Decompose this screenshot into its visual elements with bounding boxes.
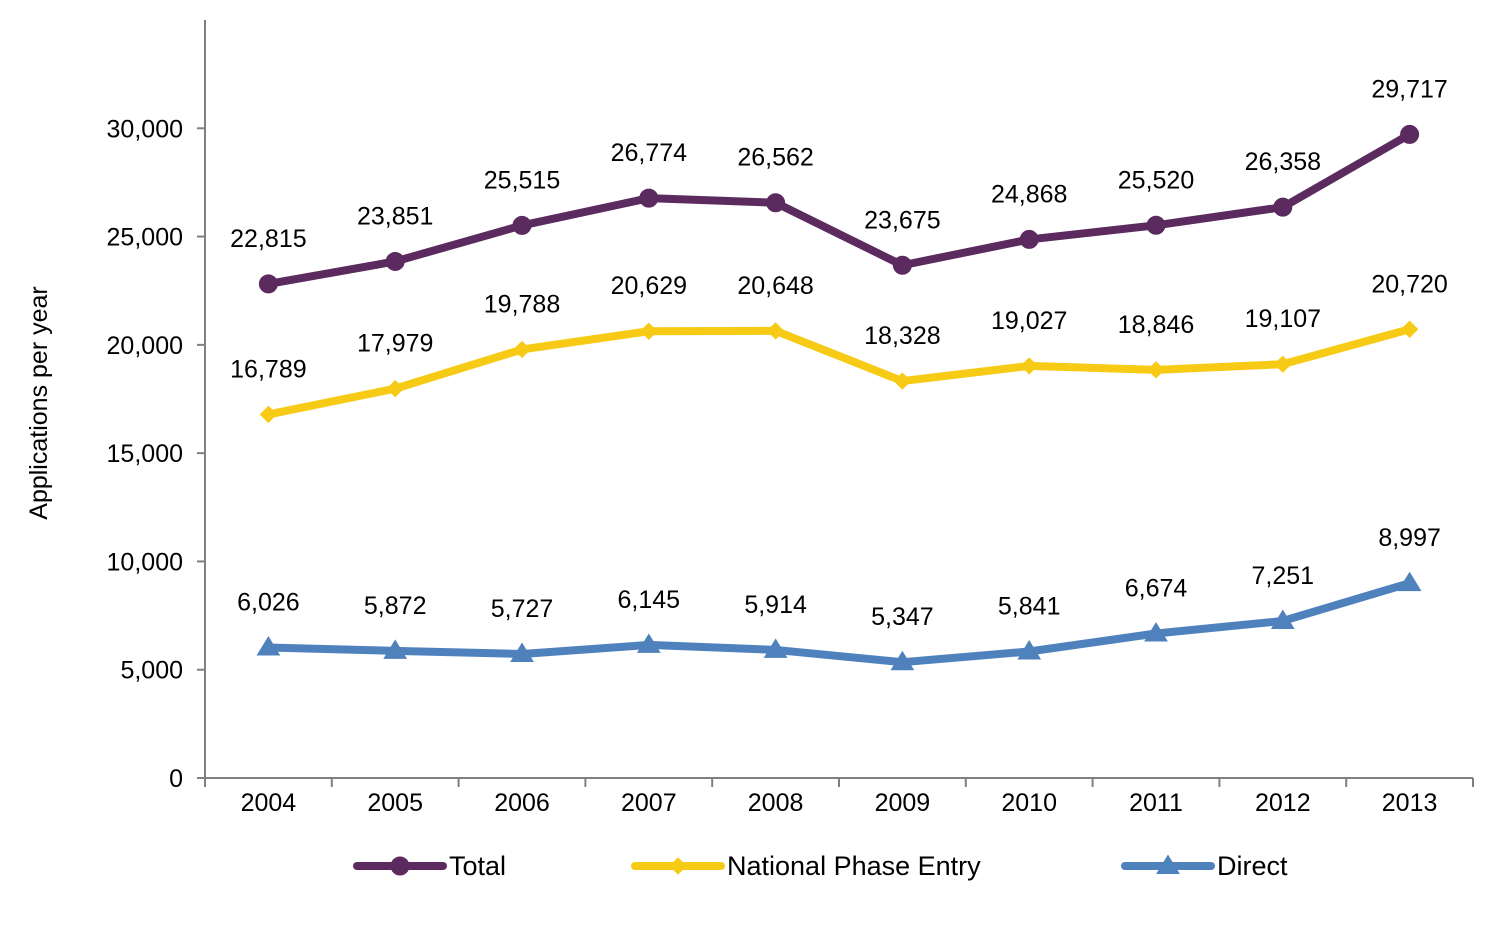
- data-label-total: 25,520: [1118, 166, 1194, 194]
- data-point-national-phase-entry: [1147, 361, 1165, 379]
- series-national-phase-entry: [259, 320, 1419, 424]
- x-tick-label: 2008: [748, 789, 804, 817]
- data-point-total: [258, 274, 278, 294]
- legend-label-national-phase-entry: National Phase Entry: [727, 851, 981, 881]
- data-label-national-phase-entry: 18,328: [864, 322, 940, 350]
- data-label-national-phase-entry: 20,648: [737, 272, 813, 300]
- x-tick-label: 2011: [1129, 789, 1183, 817]
- legend-item-total: Total: [353, 851, 506, 881]
- y-tick-label: 30,000: [107, 115, 183, 143]
- data-label-total: 25,515: [484, 166, 560, 194]
- legend-item-direct: Direct: [1121, 851, 1288, 881]
- data-label-national-phase-entry: 19,788: [484, 290, 560, 318]
- data-label-national-phase-entry: 20,720: [1371, 270, 1447, 298]
- legend-label-total: Total: [449, 851, 506, 881]
- data-label-direct: 5,727: [491, 595, 554, 623]
- x-tick-label: 2010: [1001, 789, 1057, 817]
- legend: Total National Phase Entry Direct: [353, 851, 1288, 881]
- series-lines: [256, 124, 1422, 671]
- y-tick-label: 25,000: [107, 224, 183, 252]
- data-label-direct: 5,914: [744, 591, 807, 619]
- y-axis-title: Applications per year: [25, 286, 53, 519]
- data-point-total: [766, 193, 786, 213]
- data-label-total: 23,675: [864, 206, 940, 234]
- data-label-total: 23,851: [357, 202, 433, 230]
- data-point-direct: [1270, 609, 1295, 629]
- data-point-national-phase-entry: [259, 405, 278, 424]
- y-tick-label: 10,000: [107, 548, 183, 576]
- series-total: [258, 124, 1420, 294]
- x-tick-label: 2005: [367, 789, 423, 817]
- series-line-total: [264, 130, 1414, 288]
- data-label-direct: 5,872: [364, 592, 427, 620]
- x-tick-label: 2012: [1255, 789, 1311, 817]
- data-point-direct: [763, 638, 788, 658]
- data-label-total: 26,358: [1245, 148, 1321, 176]
- series-line-national-phase-entry: [264, 325, 1414, 419]
- data-point-direct: [1017, 640, 1042, 660]
- data-point-total: [1273, 197, 1293, 217]
- data-point-national-phase-entry: [1274, 355, 1292, 373]
- x-tick-label: 2004: [241, 789, 297, 817]
- data-point-total: [385, 251, 405, 271]
- y-tick-label: 20,000: [107, 332, 183, 360]
- data-point-direct: [636, 633, 661, 653]
- x-tick-label: 2007: [621, 789, 677, 817]
- data-point-national-phase-entry: [893, 372, 912, 390]
- data-labels: 22,815 23,851 25,515 26,774 26,562 23,675 24,8…: [230, 75, 1448, 631]
- data-label-total: 22,815: [230, 225, 306, 253]
- data-point-national-phase-entry: [640, 322, 658, 340]
- data-label-direct: 5,347: [871, 603, 934, 631]
- data-label-total: 26,562: [737, 144, 813, 172]
- data-label-total: 26,774: [611, 139, 688, 167]
- legend-marker-total: [390, 856, 410, 876]
- data-point-total: [639, 188, 659, 208]
- legend-item-national-phase-entry: National Phase Entry: [631, 851, 981, 881]
- data-point-direct: [1397, 571, 1422, 592]
- y-tick-label: 5,000: [120, 657, 183, 685]
- data-point-total: [512, 215, 532, 235]
- data-point-total: [1146, 215, 1166, 235]
- data-label-national-phase-entry: 16,789: [230, 355, 306, 383]
- data-label-national-phase-entry: 19,107: [1245, 305, 1321, 333]
- data-label-national-phase-entry: 19,027: [991, 307, 1067, 335]
- data-point-national-phase-entry: [766, 322, 785, 340]
- series-line-direct: [264, 579, 1414, 667]
- data-point-direct: [383, 639, 408, 659]
- data-point-total: [1400, 124, 1420, 144]
- data-label-national-phase-entry: 18,846: [1118, 311, 1194, 339]
- data-label-direct: 7,251: [1252, 562, 1315, 590]
- data-point-direct: [510, 642, 534, 662]
- data-point-total: [892, 255, 912, 275]
- data-label-national-phase-entry: 17,979: [357, 330, 433, 358]
- data-label-direct: 6,145: [618, 586, 681, 614]
- data-label-national-phase-entry: 20,629: [611, 272, 687, 300]
- data-point-national-phase-entry: [513, 340, 531, 359]
- data-point-direct: [256, 636, 281, 656]
- legend-marker-national-phase-entry: [669, 857, 687, 875]
- data-point-national-phase-entry: [1020, 357, 1038, 375]
- legend-label-direct: Direct: [1217, 851, 1288, 881]
- data-label-direct: 6,026: [237, 588, 300, 616]
- y-tick-label: 0: [169, 765, 183, 793]
- x-tick-label: 2006: [494, 789, 550, 817]
- data-point-total: [1019, 229, 1039, 249]
- axes: 0 5,000 10,000 15,000 20,000 25,000 30,000 2004…: [25, 20, 1474, 817]
- legend-marker-direct: [1156, 854, 1180, 874]
- data-label-direct: 5,841: [998, 593, 1061, 621]
- data-label-direct: 8,997: [1378, 524, 1441, 552]
- y-tick-label: 15,000: [107, 440, 183, 468]
- x-tick-label: 2013: [1382, 789, 1438, 817]
- data-label-total: 24,868: [991, 180, 1067, 208]
- data-point-direct: [1144, 622, 1168, 642]
- data-point-national-phase-entry: [386, 379, 404, 398]
- data-label-total: 29,717: [1371, 75, 1447, 103]
- data-point-national-phase-entry: [1400, 320, 1419, 338]
- x-tick-label: 2009: [875, 789, 931, 817]
- series-direct: [256, 571, 1422, 671]
- data-label-direct: 6,674: [1125, 574, 1188, 602]
- data-point-direct: [890, 650, 915, 671]
